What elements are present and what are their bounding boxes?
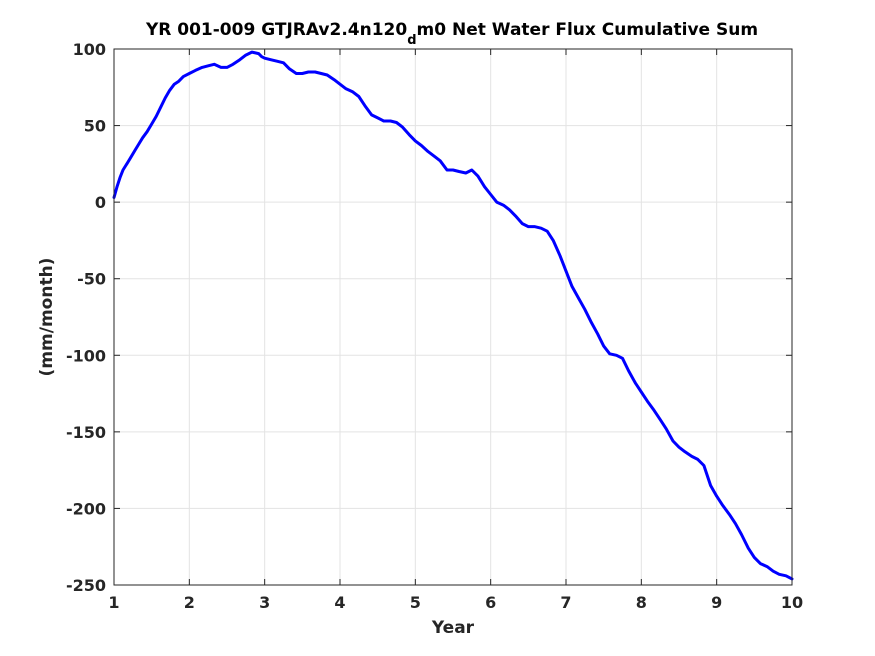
x-tick-label: 5 [410, 593, 421, 612]
chart-title-subscript: d [407, 33, 416, 48]
x-tick-label: 3 [259, 593, 270, 612]
y-tick-label: -100 [66, 346, 106, 365]
chart-title-main: YR 001-009 GTJRAv2.4n120 [145, 20, 407, 40]
x-tick-label: 9 [711, 593, 722, 612]
x-tick-labels: 1 2 3 4 5 6 7 8 9 10 [108, 593, 803, 612]
x-tick-label: 6 [485, 593, 496, 612]
y-tick-label: 50 [84, 117, 106, 136]
x-tick-label: 8 [636, 593, 647, 612]
data-series-layer [112, 50, 794, 581]
chart-title-tail: m0 Net Water Flux Cumulative Sum [417, 20, 759, 40]
chart-title: YR 001-009 GTJRAv2.4n120dm0 Net Water Fl… [145, 20, 758, 48]
x-tick-label: 10 [781, 593, 803, 612]
y-tick-label: -150 [66, 423, 106, 442]
y-tick-label: -50 [77, 270, 106, 289]
x-axis-label: Year [431, 618, 475, 638]
y-tick-label: -250 [66, 576, 106, 595]
series-line [112, 50, 794, 581]
x-tick-label: 7 [560, 593, 571, 612]
y-tick-label: -200 [66, 499, 106, 518]
x-tick-label: 2 [184, 593, 195, 612]
x-tick-label: 1 [108, 593, 119, 612]
plot-area-frame [113, 48, 793, 586]
x-tick-label: 4 [334, 593, 345, 612]
tick-marks [113, 48, 793, 586]
plot-background [114, 49, 792, 585]
y-tick-label: 0 [95, 193, 106, 212]
y-tick-labels: 100 50 0 -50 -100 -150 -200 -250 [66, 40, 106, 595]
y-tick-label: 100 [73, 40, 106, 59]
y-axis-label: (mm/month) [37, 258, 57, 377]
